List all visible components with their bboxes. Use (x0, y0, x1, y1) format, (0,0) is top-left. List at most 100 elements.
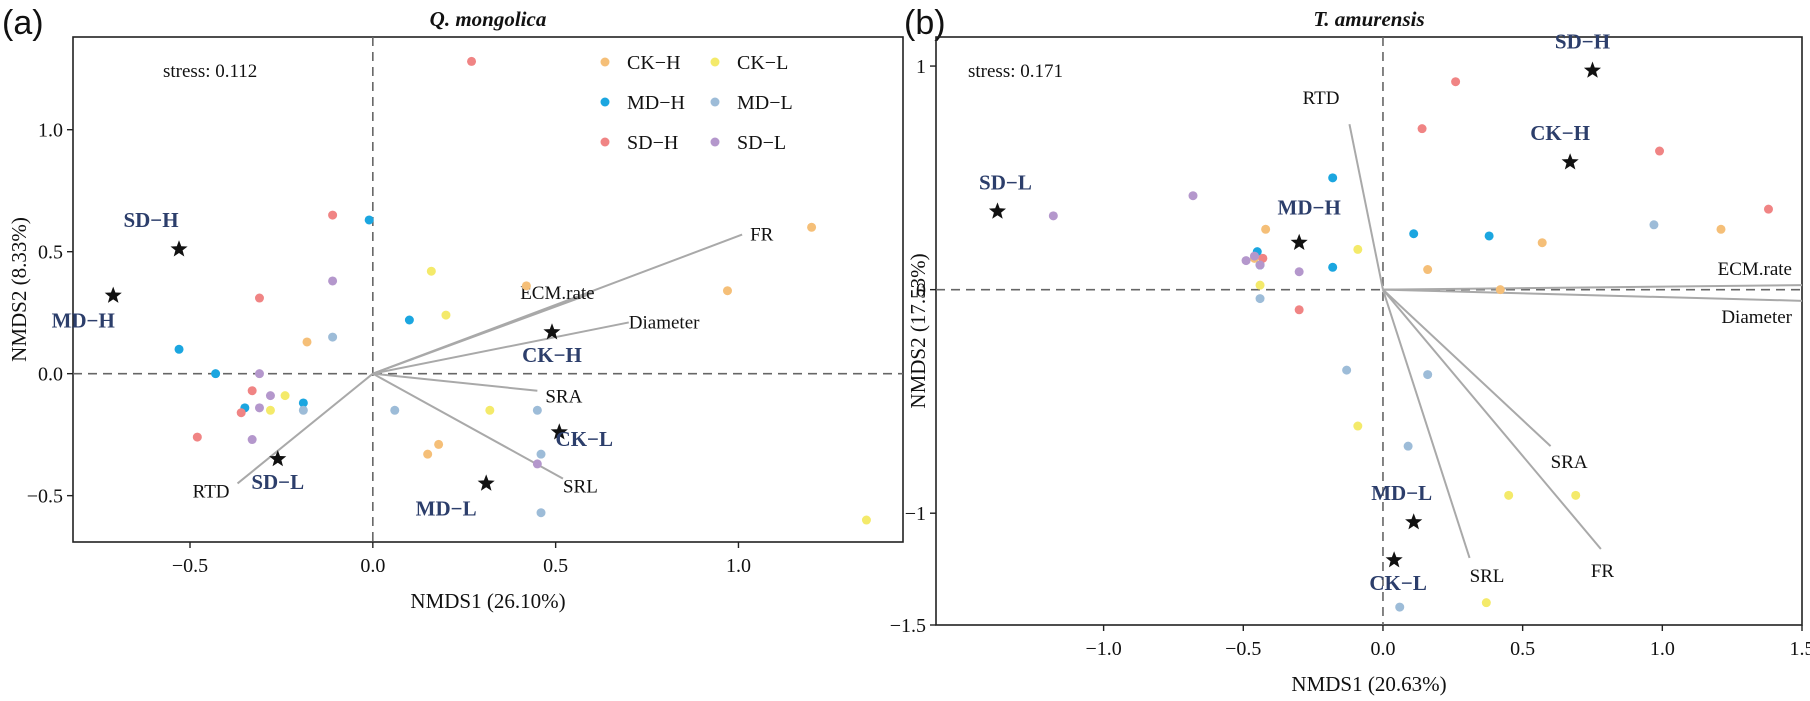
panel-b: (b) T. amurensis −1.0 −0.5 0.0 0.5 1.0 1.5 −1.5 −… (890, 4, 1810, 696)
x-tick-label: −0.5 (1225, 638, 1261, 660)
data-point (1655, 146, 1665, 156)
y-tick-label: 0 (916, 280, 926, 302)
centroid-star (543, 323, 561, 340)
data-point (1395, 602, 1405, 612)
data-point (1255, 260, 1265, 270)
vector-label: FR (1591, 561, 1615, 582)
chart-title: T. amurensis (1313, 7, 1424, 31)
centroid-label: CK−H (1530, 121, 1590, 145)
data-point (254, 293, 264, 303)
vector-label: SRL (1470, 566, 1505, 587)
vector-arrow (1382, 288, 1552, 447)
data-point (328, 276, 338, 286)
x-tick-label: 1.5 (1790, 638, 1810, 660)
stress-label: stress: 0.112 (163, 61, 257, 82)
legend-marker (710, 57, 720, 67)
data-point (1763, 204, 1773, 214)
data-point (1328, 173, 1338, 183)
x-tick-label: −1.0 (1085, 638, 1121, 660)
x-axis-label: NMDS1 (26.10%) (410, 589, 565, 613)
data-point (1353, 421, 1363, 431)
data-point (1409, 229, 1419, 239)
panel-letter: (b) (904, 4, 946, 42)
vector-arrow (1382, 288, 1803, 302)
centroid-star (988, 202, 1006, 219)
vector-arrow (372, 292, 593, 375)
vector-label: SRA (1551, 452, 1588, 473)
data-point (254, 403, 264, 413)
centroid-star (170, 240, 188, 257)
data-point (1342, 365, 1352, 375)
panel-letter: (a) (2, 4, 44, 42)
legend-marker (600, 137, 610, 147)
legend-marker (600, 57, 610, 67)
data-point (404, 315, 414, 325)
data-point (1294, 267, 1304, 277)
chart-title: Q. mongolica (430, 7, 547, 31)
x-tick-label: 0.5 (1510, 638, 1535, 660)
centroid-star (550, 423, 568, 440)
x-tick-label: 1.0 (1650, 638, 1675, 660)
vector-arrow (1382, 288, 1602, 550)
centroid-label: SD−H (1555, 30, 1610, 54)
vector-label: ECM.rate (520, 283, 594, 304)
data-point (1716, 224, 1726, 234)
legend-label: SD−H (627, 132, 678, 154)
centroid-label: MD−H (1278, 196, 1341, 220)
vector-label: Diameter (629, 312, 700, 333)
centroid-label: MD−H (52, 309, 115, 333)
data-point (265, 391, 275, 401)
data-point (1423, 370, 1433, 380)
vector-arrow (236, 372, 374, 485)
x-tick-label: 0.5 (543, 555, 568, 577)
centroid-star (1405, 513, 1423, 530)
centroid-label: SD−L (979, 170, 1032, 194)
data-point (247, 435, 257, 445)
data-point (1188, 191, 1198, 201)
plot-frame (935, 36, 1803, 626)
centroid-label: CK−H (522, 343, 582, 367)
vector-label: SRA (545, 387, 582, 408)
data-point (532, 405, 542, 415)
data-point (1537, 238, 1547, 248)
data-point (1328, 262, 1338, 272)
legend-label: MD−H (627, 92, 685, 114)
y-tick-label: 1.0 (38, 120, 63, 142)
y-axis-label: NMDS2 (8.33%) (7, 217, 31, 362)
data-point (536, 449, 546, 459)
vector-arrow (1348, 123, 1384, 290)
data-point (1403, 441, 1413, 451)
data-point (328, 332, 338, 342)
data-point (861, 515, 871, 525)
vector-label: RTD (193, 481, 230, 502)
data-point (298, 405, 308, 415)
panel-a: (a) Q. mongolica −0.5 0.0 0.5 1.0 −0.5 0.0 0.5 1.… (2, 4, 904, 613)
vector-label: ECM.rate (1718, 259, 1792, 280)
y-tick-label: −1.5 (890, 615, 926, 637)
data-point (426, 266, 436, 276)
legend-marker (710, 97, 720, 107)
vector-arrow (1382, 289, 1471, 559)
centroid-label: SD−H (123, 208, 178, 232)
data-point (1249, 251, 1259, 261)
data-point (1451, 77, 1461, 87)
data-point (1649, 220, 1659, 230)
centroid-star (477, 474, 495, 491)
centroid-star (269, 450, 287, 467)
y-tick-label: 0.5 (38, 242, 63, 264)
data-point (434, 439, 444, 449)
centroid-label: CK−L (1369, 571, 1426, 595)
vector-label: SRL (563, 477, 598, 498)
vector-arrow (372, 372, 538, 392)
y-tick-label: −1 (905, 503, 926, 525)
centroid-star (1561, 153, 1579, 170)
data-point (1495, 285, 1505, 295)
data-point (722, 286, 732, 296)
data-point (1261, 224, 1271, 234)
plot-frame (72, 36, 904, 543)
data-point (1255, 280, 1265, 290)
data-point (192, 432, 202, 442)
centroid-star (104, 286, 122, 303)
centroid-label: MD−L (1371, 481, 1432, 505)
